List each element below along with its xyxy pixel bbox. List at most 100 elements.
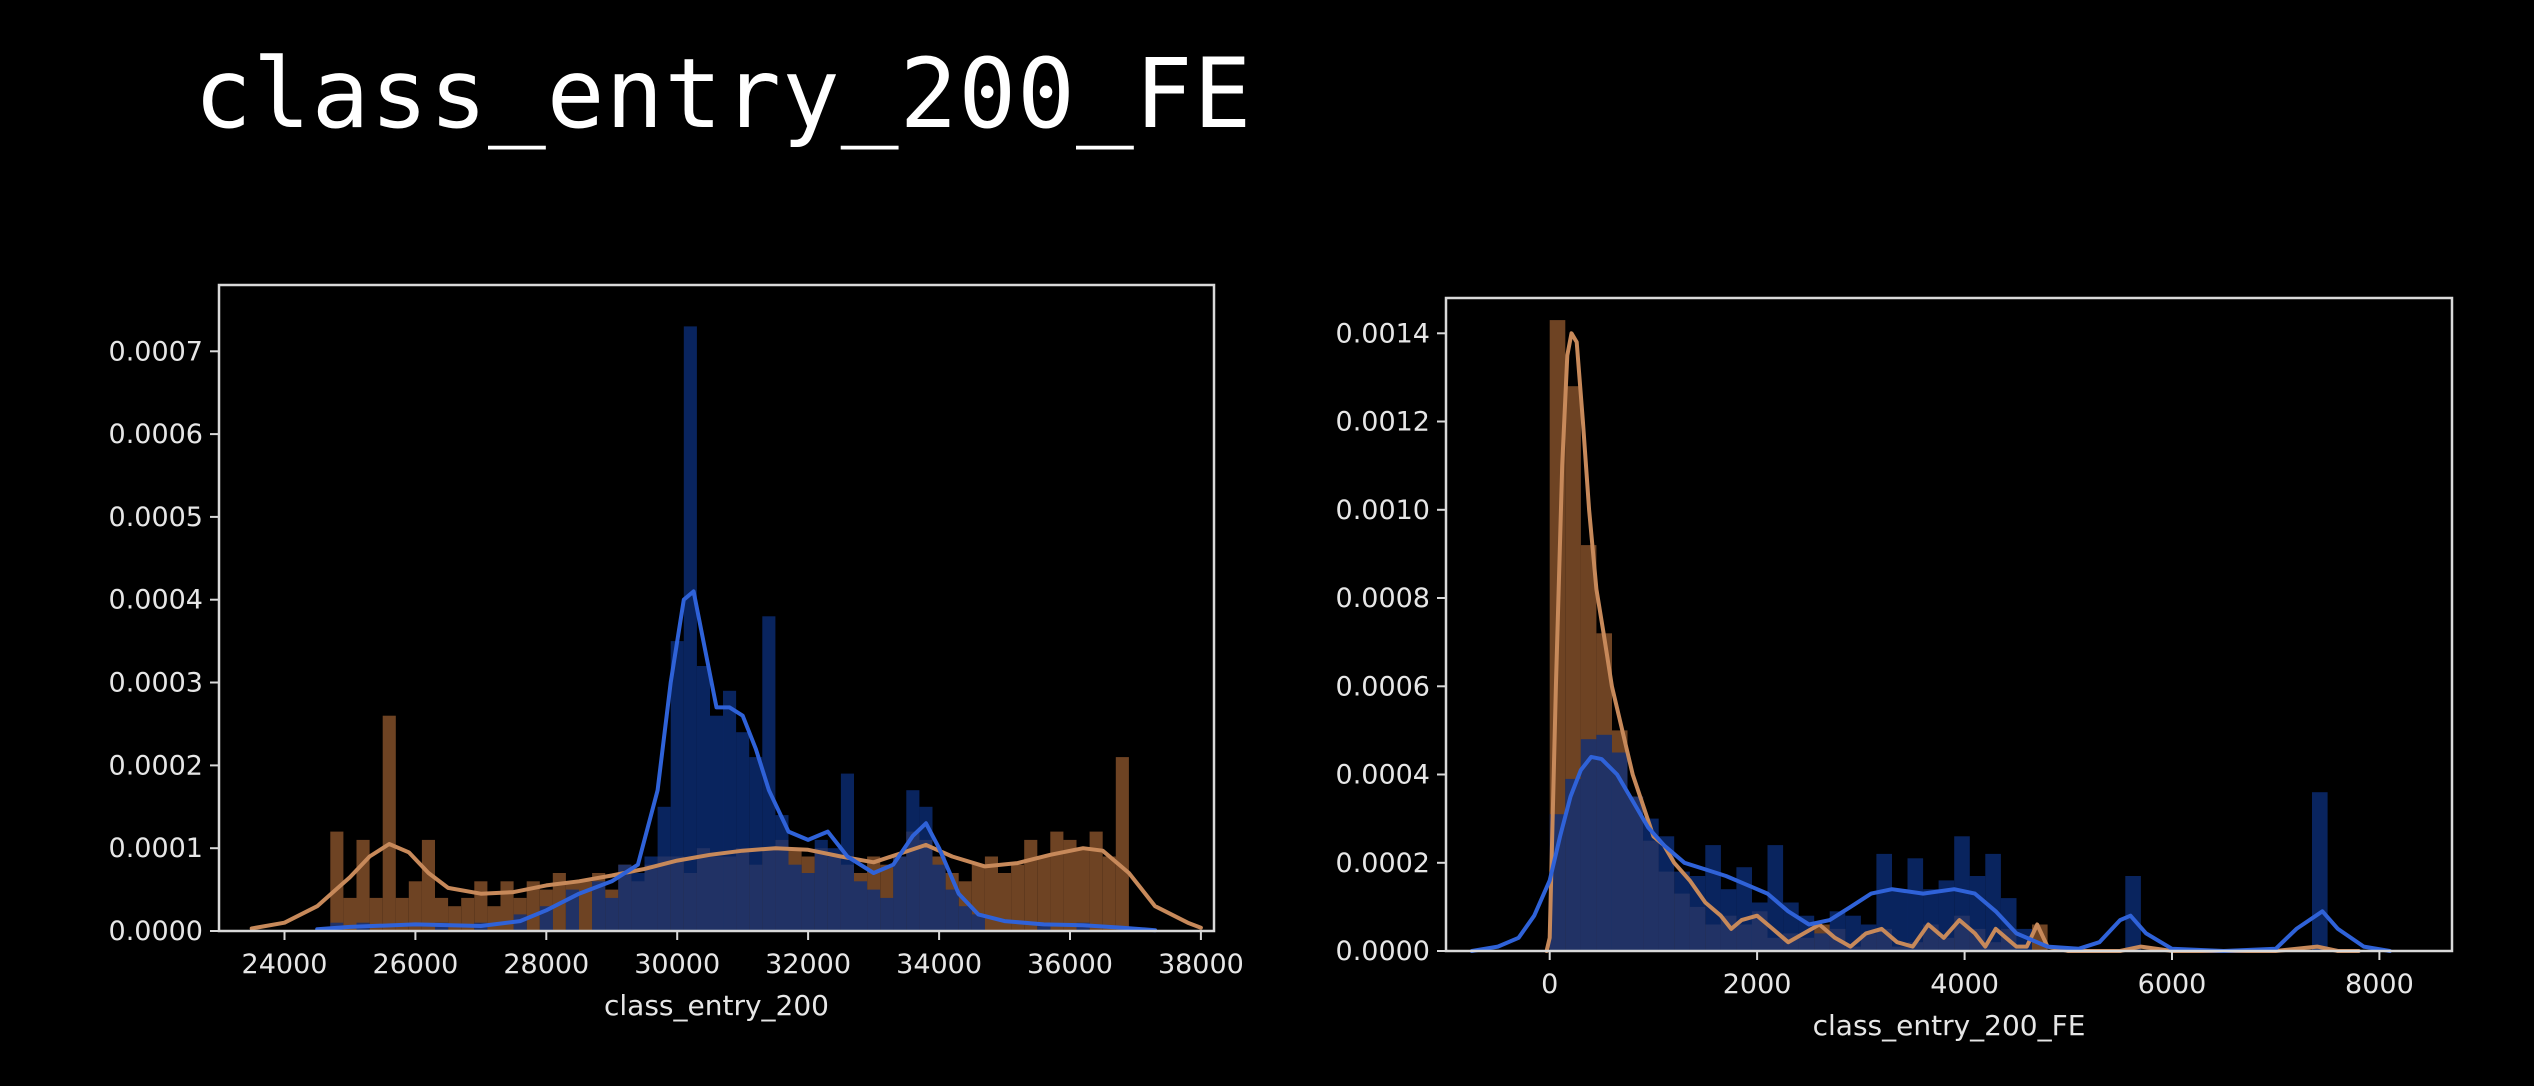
histogram-bar [1705, 845, 1721, 951]
y-tick-label: 0.0002 [1336, 848, 1430, 879]
histogram-bar [945, 889, 959, 931]
chart-panel-2: 0.0000 0.0002 0.0004 0.0006 0.0008 0.0010 0.00… [1336, 296, 2454, 1042]
histogram-bar [356, 839, 370, 931]
histogram-bar [1063, 839, 1077, 931]
histogram-bar [1674, 871, 1690, 951]
y-tick-label: 0.0010 [1336, 495, 1430, 526]
kde-line-blue [1469, 754, 2392, 953]
slide-title: class_entry_200_FE [194, 38, 1253, 150]
histogram-bar [1102, 856, 1116, 931]
x-axis-title: class_entry_200 [604, 989, 829, 1022]
histogram-bar [683, 326, 697, 931]
histogram-bar [814, 839, 828, 931]
axes-frame [1444, 296, 2454, 953]
y-tick-label: 0.0014 [1336, 318, 1430, 349]
histogram-bar [998, 873, 1012, 931]
histogram-bar [932, 864, 946, 931]
histogram-bar [1751, 902, 1768, 951]
x-tick-label: 6000 [2138, 969, 2207, 1000]
y-tick-label: 0.0002 [109, 750, 203, 781]
histogram-bar [867, 889, 881, 931]
x-tick-label: 4000 [1930, 969, 1999, 1000]
histogram-bar [1923, 889, 1939, 951]
histogram-bar [644, 856, 658, 931]
histogram-bar [2312, 792, 2328, 951]
histogram-bar [1037, 856, 1051, 931]
histogram-bar [1037, 922, 1051, 931]
histogram-bar [657, 806, 671, 931]
histogram-bar [461, 897, 475, 931]
histogram-bar [971, 914, 985, 931]
y-tick-label: 0.0006 [109, 419, 203, 450]
histogram-bar [919, 806, 933, 931]
y-tick-label: 0.0007 [109, 336, 203, 367]
histogram-bar [408, 881, 422, 931]
x-tick-label: 24000 [242, 949, 328, 980]
histogram-bar [1907, 858, 1924, 951]
y-tick-label: 0.0006 [1336, 671, 1430, 702]
histogram-bar [788, 864, 802, 931]
histogram-blue [330, 326, 1090, 931]
x-tick-label: 30000 [634, 949, 720, 980]
histogram-bar [1658, 836, 1675, 951]
histogram-bar [330, 831, 344, 931]
histogram-bar [343, 897, 357, 931]
histogram-bar [775, 815, 789, 931]
y-tick-label: 0.0004 [1336, 760, 1430, 791]
histogram-bar [1580, 739, 1597, 951]
histogram-bar [762, 616, 776, 931]
histogram-bar [906, 790, 920, 931]
kde-line-orange [249, 842, 1203, 931]
histogram-bar [369, 897, 383, 931]
histogram-bar [1565, 778, 1581, 951]
histogram-bar [1876, 853, 1892, 951]
y-tick-label: 0.0001 [109, 833, 203, 864]
histogram-bar [1720, 889, 1737, 951]
chart-panel-1: 0.0000 0.0001 0.0002 0.0003 0.0004 0.0005 0.00… [109, 283, 1244, 1022]
histogram-bar [736, 732, 750, 931]
histogram-bar [1050, 831, 1064, 931]
x-tick-label: 32000 [765, 949, 851, 980]
x-tick-label: 34000 [896, 949, 982, 980]
histogram-bar [696, 666, 710, 931]
histogram-bar [1643, 818, 1659, 951]
kde-line-orange [1544, 331, 2361, 953]
x-tick-label: 38000 [1158, 949, 1244, 980]
y-tick-label: 0.0003 [109, 668, 203, 699]
x-tick-label: 8000 [2345, 969, 2414, 1000]
histogram-bar [382, 715, 396, 931]
y-tick-label: 0.0000 [1336, 936, 1430, 967]
histogram-bar [1596, 734, 1612, 951]
histogram-blue [1549, 734, 2328, 951]
x-tick-label: 2000 [1723, 969, 1792, 1000]
axes-frame [217, 283, 1216, 933]
y-tick-label: 0.0012 [1336, 407, 1430, 438]
histogram-bar [1089, 831, 1103, 931]
histogram-bar [618, 864, 632, 931]
histogram-bar [827, 848, 841, 931]
histogram-bar [1076, 848, 1090, 931]
y-tick-label: 0.0004 [109, 585, 203, 616]
x-tick-label: 36000 [1027, 949, 1113, 980]
histogram-bar [592, 881, 606, 931]
histogram-bar [631, 873, 645, 931]
y-tick-label: 0.0000 [109, 916, 203, 947]
histogram-bar [710, 715, 724, 931]
histogram-bar [880, 897, 894, 931]
x-tick-label: 0 [1541, 969, 1558, 1000]
kde-line-blue [315, 589, 1158, 933]
histogram-bar [487, 906, 501, 931]
histogram-bar [421, 839, 435, 931]
y-tick-label: 0.0005 [109, 502, 203, 533]
histogram-bar [854, 881, 868, 931]
histogram-bar [670, 641, 684, 931]
histogram-bar [605, 897, 619, 931]
histogram-bar [1627, 796, 1644, 951]
histogram-bar [984, 856, 998, 931]
histogram-bar [840, 773, 854, 931]
histogram-bar [893, 856, 907, 931]
histogram-bar [1024, 839, 1038, 931]
histogram-bar [2125, 876, 2141, 951]
histogram-bar [1736, 867, 1752, 951]
